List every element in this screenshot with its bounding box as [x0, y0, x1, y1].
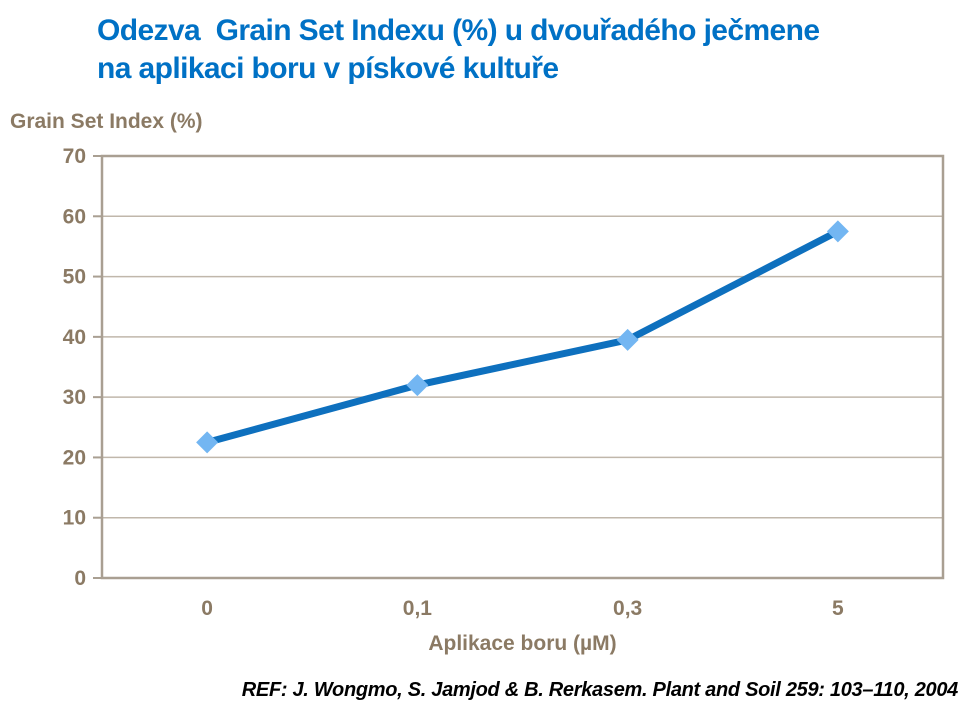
y-tick-label: 10: [63, 507, 86, 530]
y-tick-label: 40: [63, 326, 86, 349]
y-tick-label: 0: [74, 567, 86, 590]
x-tick-label: 0: [201, 597, 213, 620]
y-tick-label: 70: [63, 145, 86, 168]
x-tick-label: 0,3: [613, 597, 642, 620]
y-tick-label: 50: [63, 266, 86, 289]
x-axis-title: Aplikace boru (µM): [428, 632, 617, 655]
reference-citation: REF: J. Wongmo, S. Jamjod & B. Rerkasem.…: [241, 679, 959, 701]
data-point-marker: [196, 431, 219, 454]
plot-border: [100, 154, 945, 580]
x-tick-label: 5: [832, 597, 844, 620]
y-tick-label: 20: [63, 446, 86, 469]
y-axis-title: Grain Set Index (%): [10, 110, 203, 133]
data-point-marker: [616, 328, 639, 351]
y-tick-label: 60: [63, 205, 86, 228]
series-line: [206, 228, 840, 446]
x-tick-label: 0,1: [403, 597, 433, 620]
page-title-line-2: na aplikaci boru v pískové kultuře: [97, 52, 559, 85]
data-point-marker: [406, 374, 429, 397]
y-tick-label: 30: [63, 386, 86, 409]
data-point-marker: [826, 220, 849, 243]
page-title: Odezva Grain Set Indexu (%) u dvouřadého…: [97, 12, 820, 88]
page-title-line-1: Odezva Grain Set Indexu (%) u dvouřadého…: [97, 14, 820, 47]
